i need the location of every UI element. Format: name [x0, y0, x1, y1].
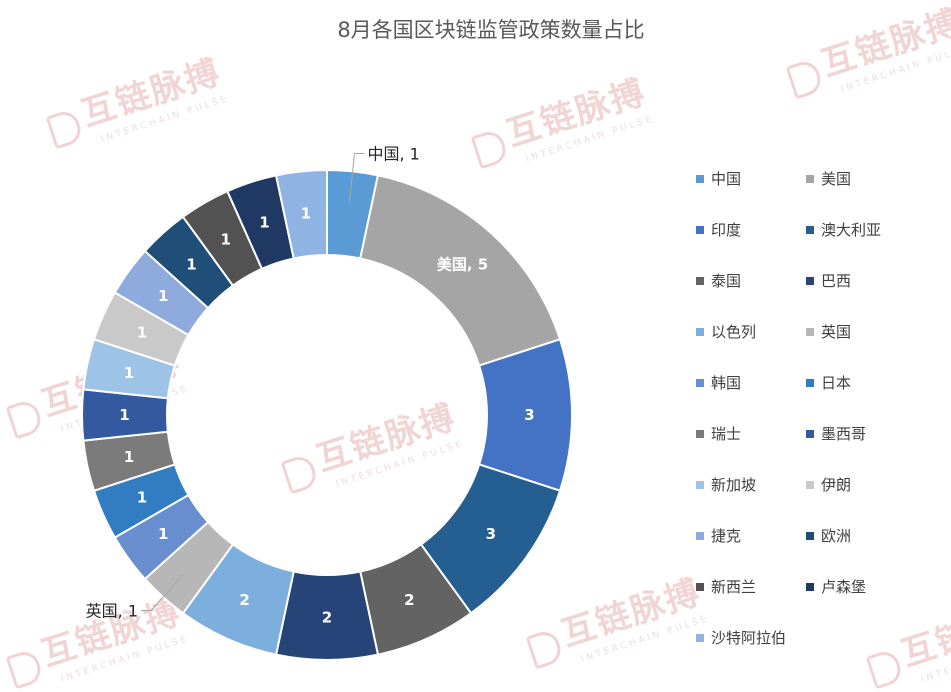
legend-swatch	[806, 327, 814, 336]
slice-data-label: 中国, 1	[367, 144, 419, 163]
legend-item: 韩国	[696, 371, 741, 395]
slice-data-label: 1	[124, 364, 134, 382]
legend-item: 沙特阿拉伯	[696, 626, 786, 650]
slice-data-label: 美国, 5	[437, 256, 488, 274]
slice-data-label: 3	[524, 406, 534, 424]
legend-swatch	[696, 480, 704, 489]
legend-swatch	[806, 480, 814, 489]
legend-item: 泰国	[696, 269, 741, 293]
chart-title: 8月各国区块链监管政策数量占比	[337, 18, 645, 42]
legend-item: 美国	[806, 167, 851, 191]
legend-label: 韩国	[711, 374, 742, 392]
slice-data-label: 1	[221, 231, 231, 249]
legend-label: 瑞士	[711, 425, 742, 443]
slice-data-label: 1	[124, 448, 134, 466]
donut-slice	[274, 168, 328, 260]
legend-item: 欧洲	[806, 524, 851, 548]
legend-swatch	[696, 633, 704, 642]
legend-item: 新西兰	[696, 575, 756, 599]
legend-label: 印度	[711, 221, 742, 239]
legend-item: 新加坡	[696, 473, 756, 497]
slice-data-label: 1	[259, 213, 269, 231]
legend-item: 卢森堡	[806, 575, 866, 599]
legend-label: 卢森堡	[821, 578, 867, 596]
legend-label: 以色列	[711, 323, 757, 341]
slice-data-label: 2	[404, 591, 414, 609]
slice-data-label: 1	[158, 287, 168, 305]
legend-swatch	[806, 531, 814, 540]
legend-label: 墨西哥	[821, 425, 867, 443]
slice-data-label: 1	[186, 256, 196, 274]
legend-swatch	[806, 429, 814, 438]
legend-label: 新加坡	[711, 476, 757, 494]
legend-label: 中国	[711, 170, 742, 188]
legend-label: 新西兰	[711, 578, 757, 596]
legend-swatch	[696, 531, 704, 540]
slice-data-label: 1	[137, 488, 147, 506]
legend-swatch	[806, 225, 814, 234]
legend-item: 印度	[696, 218, 741, 242]
legend-label: 沙特阿拉伯	[711, 629, 787, 647]
legend-swatch	[696, 276, 704, 285]
legend-label: 伊朗	[821, 476, 852, 494]
slice-data-label: 1	[137, 324, 147, 342]
legend-item: 英国	[806, 320, 851, 344]
slice-data-label: 1	[301, 205, 311, 223]
legend-label: 英国	[821, 323, 852, 341]
legend-swatch	[696, 582, 704, 591]
legend-item: 以色列	[696, 320, 756, 344]
legend-item: 墨西哥	[806, 422, 866, 446]
legend-label: 欧洲	[821, 527, 852, 545]
legend-swatch	[696, 378, 704, 387]
legend-label: 巴西	[821, 272, 852, 290]
legend-item: 中国	[696, 167, 741, 191]
legend-swatch	[806, 174, 814, 183]
legend-label: 日本	[821, 374, 852, 392]
legend-swatch	[696, 327, 704, 336]
slice-data-label: 2	[239, 591, 249, 609]
legend-item: 捷克	[696, 524, 741, 548]
legend-label: 捷克	[711, 527, 742, 545]
legend-item: 澳大利亚	[806, 218, 881, 242]
leader-line	[141, 574, 184, 611]
legend-swatch	[696, 174, 704, 183]
slice-data-label: 2	[322, 609, 332, 627]
legend-item: 伊朗	[806, 473, 851, 497]
legend-item: 巴西	[806, 269, 851, 293]
legend-item: 日本	[806, 371, 851, 395]
legend-swatch	[696, 429, 704, 438]
legend-item: 瑞士	[696, 422, 741, 446]
legend-label: 泰国	[711, 272, 742, 290]
slice-data-label: 英国, 1	[86, 601, 138, 620]
leader-line	[348, 152, 365, 202]
legend-swatch	[806, 378, 814, 387]
legend-swatch	[696, 225, 704, 234]
slice-data-label: 1	[119, 406, 129, 424]
slice-data-label: 3	[486, 525, 496, 543]
legend-swatch	[806, 582, 814, 591]
legend-swatch	[806, 276, 814, 285]
legend-label: 美国	[821, 170, 852, 188]
slice-data-label: 1	[158, 525, 168, 543]
legend-label: 澳大利亚	[821, 221, 882, 239]
